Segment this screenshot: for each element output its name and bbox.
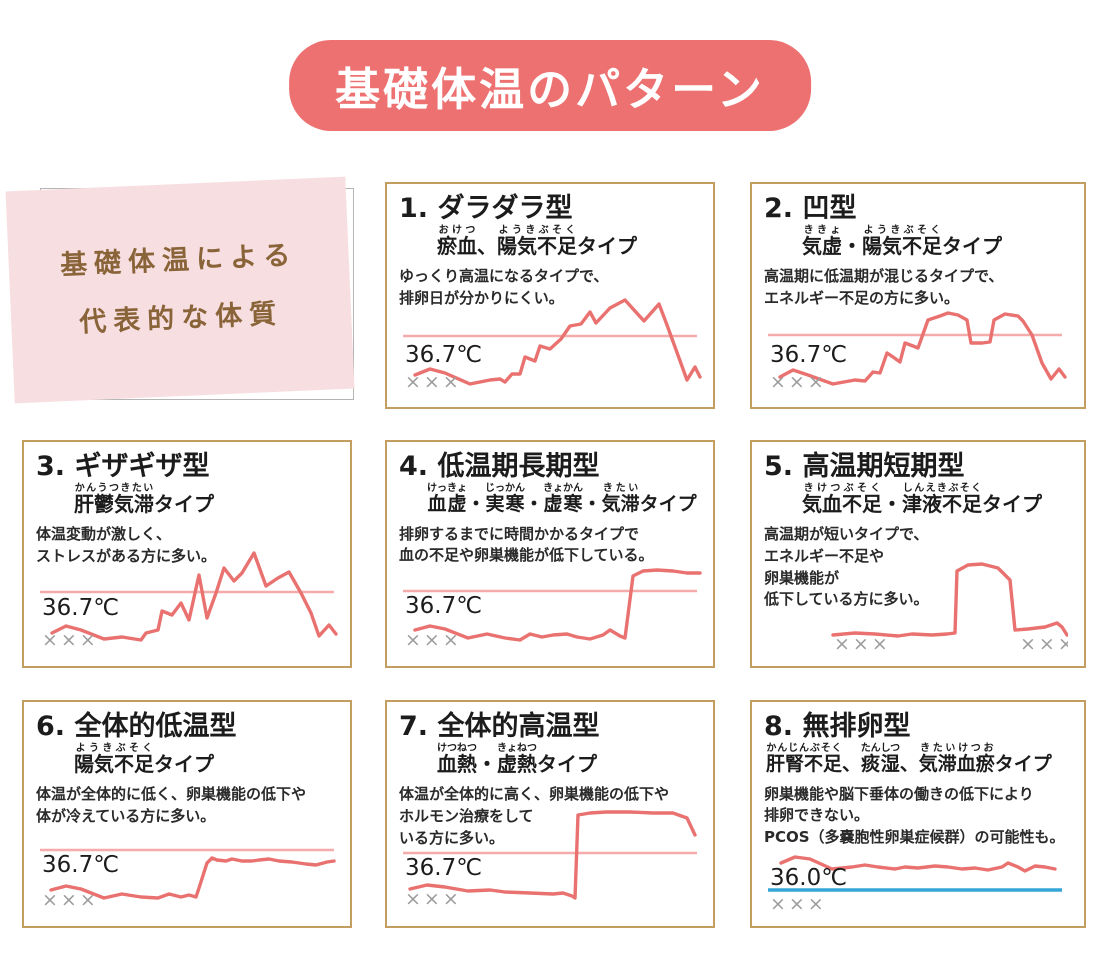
x-axis-marks: ××× — [42, 629, 99, 651]
card-description: 排卵するまでに時間かかるタイプで 血の不足や卵巣機能が低下している。 — [399, 524, 654, 565]
card-title: 7. 全体的高温型 — [399, 711, 600, 742]
temperature-label: 36.7℃ — [42, 852, 119, 878]
card-description: 体温が全体的に高く、卵巣機能の低下や ホルモン治療をして いる方に多い。 — [399, 785, 670, 847]
card-subtitle: 瘀血おけつ、陽気不足ようきぶそくタイプ — [437, 225, 637, 259]
card-subtitle: 陽気不足ようきぶそくタイプ — [74, 743, 214, 777]
card-description: 高温期が短いタイプで、 エネルギー不足や 卵巣機能が 低下している方に多い。 — [764, 525, 929, 609]
note-line-2: 代表的な体質 — [78, 298, 284, 339]
pattern-card-5: 5. 高温期短期型 気血不足きけつぶそく・津液不足しんえきぶそくタイプ 高温期が… — [750, 440, 1086, 668]
page-title: 基礎体温のパターン — [289, 40, 811, 131]
pattern-card-8: 8. 無排卵型 肝腎不足かんじんぶそく、痰湿たんしつ、気滞血瘀きたいけつおタイプ… — [750, 700, 1086, 928]
card-description: 高温期に低温期が混じるタイプで、 エネルギー不足の方に多い。 — [764, 267, 1004, 307]
temperature-label: 36.0℃ — [770, 865, 847, 891]
temperature-chart: 36.7℃ ××× — [403, 568, 702, 651]
card-description: 体温変動が激しく、 ストレスがある方に多い。 — [36, 525, 217, 565]
card-description: ゆっくり高温になるタイプで、 排卵日が分かりにくい。 — [399, 267, 609, 307]
card-subtitle: 血虚けっきょ・実寒じっかん・虚寒きょかん・気滞きたいタイプ — [427, 483, 697, 516]
card-title: 6. 全体的低温型 — [36, 711, 237, 742]
x-axis-marks: ××× — [405, 888, 462, 910]
temperature-chart: 36.7℃ ××× — [40, 848, 336, 911]
x-axis-marks: ××× — [834, 633, 891, 655]
card-title: 1. ダラダラ型 — [399, 193, 573, 224]
x-axis-marks: ××× — [770, 893, 827, 915]
temperature-label: 36.7℃ — [405, 855, 482, 881]
temperature-curve — [49, 856, 336, 900]
note-paper: 基礎体温による 代表的な体質 — [5, 176, 355, 404]
card-subtitle: 気血不足きけつぶそく・津液不足しんえきぶそくタイプ — [802, 483, 1042, 517]
card-subtitle: 気虚ききょ・陽気不足ようきぶそくタイプ — [802, 225, 1002, 259]
pattern-card-3: 3. ギザギザ型 肝鬱気滞かんうつきたいタイプ 体温変動が激しく、 ストレスがあ… — [22, 440, 352, 668]
x-axis-marks: ××× — [405, 371, 462, 393]
pattern-card-4: 4. 低温期長期型 血虚けっきょ・実寒じっかん・虚寒きょかん・気滞きたいタイプ … — [385, 440, 715, 668]
x-axis-marks: ××× — [405, 629, 462, 651]
pattern-card-2: 2. 凹型 気虚ききょ・陽気不足ようきぶそくタイプ 高温期に低温期が混じるタイプ… — [750, 182, 1086, 409]
x-axis-marks: ××× — [42, 889, 99, 911]
card-title: 5. 高温期短期型 — [764, 451, 965, 482]
pattern-card-1: 1. ダラダラ型 瘀血おけつ、陽気不足ようきぶそくタイプ ゆっくり高温になるタイ… — [385, 182, 715, 409]
card-subtitle: 肝腎不足かんじんぶそく、痰湿たんしつ、気滞血瘀きたいけつおタイプ — [766, 743, 1052, 776]
card-title: 4. 低温期長期型 — [399, 451, 600, 482]
card-description: 体温が全体的に低く、卵巣機能の低下や 体が冷えている方に多い。 — [36, 785, 307, 825]
temperature-label: 36.7℃ — [405, 342, 482, 368]
card-title: 3. ギザギザ型 — [36, 451, 210, 482]
temperature-curve — [779, 855, 1057, 873]
temperature-curve — [413, 298, 702, 386]
x-axis-marks: ××× — [770, 371, 827, 393]
intro-note: 基礎体温による 代表的な体質 — [5, 176, 360, 406]
x-axis-marks: ××× — [1020, 633, 1068, 655]
card-title: 2. 凹型 — [764, 193, 857, 224]
temperature-label: 36.7℃ — [42, 595, 119, 621]
card-subtitle: 肝鬱気滞かんうつきたいタイプ — [74, 483, 214, 517]
temperature-curve — [778, 311, 1067, 386]
note-line-1: 基礎体温による — [59, 239, 298, 282]
pattern-card-7: 7. 全体的高温型 血熱けつねつ・虚熱きょねつタイプ 体温が全体的に高く、卵巣機… — [385, 700, 715, 928]
temperature-label: 36.7℃ — [405, 593, 482, 619]
card-title: 8. 無排卵型 — [764, 711, 911, 742]
card-description: 卵巣機能や脳下垂体の働きの低下により 排卵できない。 PCOS（多嚢胞性卵巣症候… — [764, 784, 1065, 847]
pattern-card-6: 6. 全体的低温型 陽気不足ようきぶそくタイプ 体温が全体的に低く、卵巣機能の低… — [22, 700, 352, 928]
temperature-curve — [413, 568, 702, 642]
card-subtitle: 血熱けつねつ・虚熱きょねつタイプ — [437, 743, 597, 777]
temperature-label: 36.7℃ — [770, 342, 847, 368]
